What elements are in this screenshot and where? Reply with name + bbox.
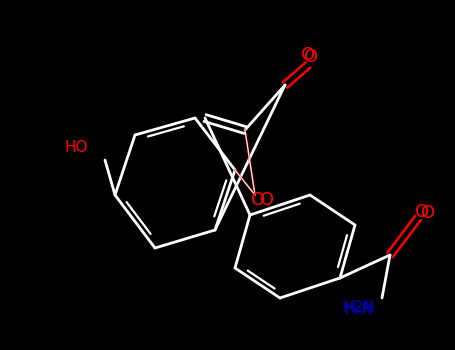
Text: O: O xyxy=(301,46,315,64)
Text: HO: HO xyxy=(65,140,88,155)
Text: O: O xyxy=(415,203,429,221)
Text: O: O xyxy=(251,191,265,209)
Text: O: O xyxy=(260,191,274,209)
Text: H2N: H2N xyxy=(343,301,375,315)
Text: O: O xyxy=(304,48,318,66)
Text: H₂N: H₂N xyxy=(345,302,374,317)
Text: O: O xyxy=(421,204,435,222)
